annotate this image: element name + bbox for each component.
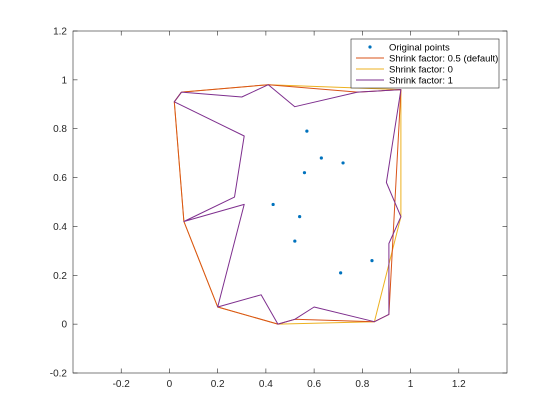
data-point — [319, 156, 323, 160]
x-tick-label: 0 — [167, 379, 173, 390]
x-tick-label: 1.2 — [452, 379, 466, 390]
x-tick-label: 1 — [408, 379, 414, 390]
y-tick-label: 0.4 — [53, 222, 67, 233]
y-tick-label: 0.8 — [53, 124, 67, 135]
data-point — [298, 215, 302, 219]
x-tick-label: -0.2 — [113, 379, 131, 390]
data-point — [302, 171, 307, 175]
x-tick-label: 0.6 — [307, 379, 321, 390]
data-point — [339, 271, 343, 275]
legend-label: Original points — [389, 42, 450, 53]
data-point — [271, 202, 275, 207]
y-tick-label: 1.2 — [53, 27, 67, 38]
x-tick-label: 0.2 — [211, 379, 225, 390]
data-point — [293, 239, 297, 243]
series-line-3 — [173, 84, 402, 325]
legend-swatch-point — [368, 45, 372, 49]
y-tick-label: 1 — [61, 75, 67, 86]
legend-label: Shrink factor: 0.5 (default) — [389, 53, 498, 64]
ticks-layer: -0.2 0 0.2 0.4 0.6 0.8 1 1.2 -0.2 0 0.2 0.4 0.6 0.8 1 1… — [50, 27, 507, 390]
series-layer — [173, 84, 402, 325]
y-tick-label: 0 — [61, 320, 67, 331]
data-point — [370, 259, 374, 263]
x-tick-label: 0.8 — [355, 379, 369, 390]
x-tick-label: 0.4 — [259, 379, 273, 390]
data-point — [305, 129, 309, 133]
y-tick-label: -0.2 — [50, 369, 68, 380]
y-tick-label: 0.6 — [53, 173, 67, 184]
data-point — [341, 161, 345, 165]
legend-label: Shrink factor: 0 — [389, 64, 453, 75]
legend-label: Shrink factor: 1 — [389, 75, 453, 86]
series-line-1 — [173, 84, 402, 325]
y-tick-label: 0.2 — [53, 271, 67, 282]
axes-box — [72, 30, 508, 374]
